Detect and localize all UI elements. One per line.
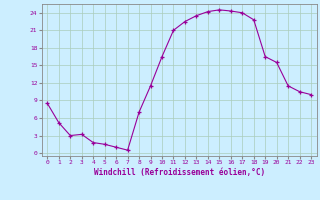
- X-axis label: Windchill (Refroidissement éolien,°C): Windchill (Refroidissement éolien,°C): [94, 168, 265, 177]
